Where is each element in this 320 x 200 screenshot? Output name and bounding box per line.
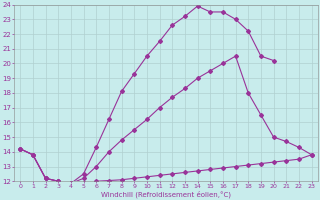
X-axis label: Windchill (Refroidissement éolien,°C): Windchill (Refroidissement éolien,°C) — [101, 190, 231, 198]
